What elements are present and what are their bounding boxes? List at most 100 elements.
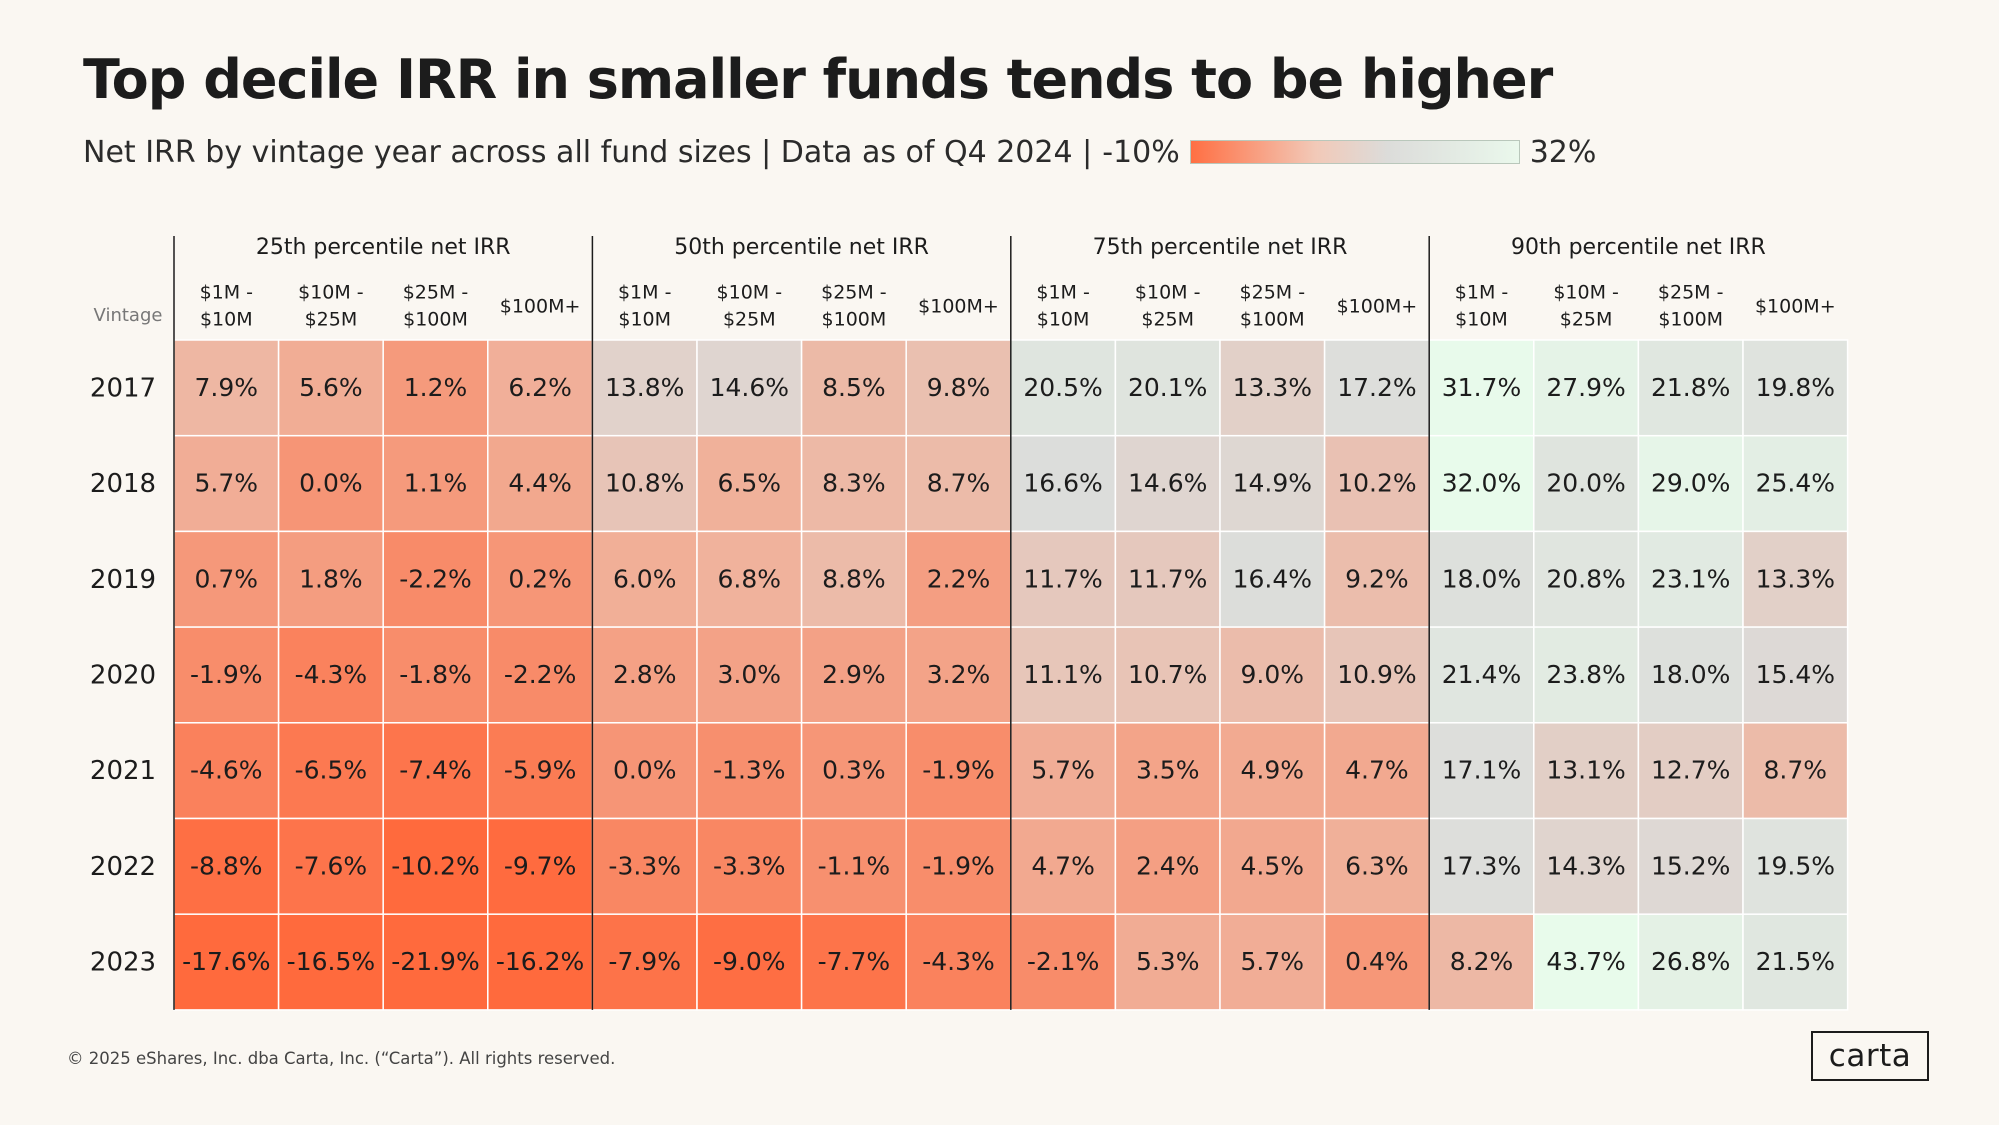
- column-header-4-1-line2: $10M: [1455, 309, 1508, 331]
- cell-value: 4.7%: [1345, 756, 1409, 785]
- cell-value: 17.1%: [1442, 756, 1521, 785]
- cell-value: 18.0%: [1651, 660, 1730, 689]
- cell-value: -9.0%: [713, 947, 786, 976]
- column-header-4-2-line2: $25M: [1560, 309, 1613, 331]
- cell-value: 31.7%: [1442, 373, 1521, 402]
- cell-value: 3.0%: [718, 660, 782, 689]
- column-header-4-4: $100M+: [1755, 296, 1836, 318]
- heatmap-cell: [591, 722, 698, 820]
- cell-value: 26.8%: [1651, 947, 1730, 976]
- heatmap-cell: [696, 722, 803, 820]
- cell-value: 1.1%: [404, 469, 468, 498]
- row-label-2021: 2021: [90, 756, 156, 786]
- heatmap-cell: [173, 722, 280, 820]
- cell-value: 13.3%: [1233, 373, 1312, 402]
- cell-value: 6.3%: [1345, 851, 1409, 880]
- cell-value: 32.0%: [1442, 469, 1521, 498]
- heatmap-cell: [1742, 626, 1849, 724]
- legend-max-label: 32%: [1529, 134, 1597, 170]
- column-header-1-2-line1: $10M -: [298, 282, 364, 304]
- row-label-2019: 2019: [90, 565, 156, 595]
- heatmap-cell: [1010, 434, 1117, 533]
- cell-value: 11.7%: [1128, 564, 1207, 593]
- row-header-label: Vintage: [94, 305, 163, 326]
- cell-value: 23.8%: [1546, 660, 1625, 689]
- heatmap-cell: [1323, 817, 1430, 915]
- column-header-3-2-line2: $25M: [1141, 309, 1194, 331]
- cell-value: 15.2%: [1651, 851, 1730, 880]
- cell-value: 2.9%: [822, 660, 886, 689]
- heatmap-cell: [1010, 530, 1117, 628]
- heatmap-cell: [277, 530, 384, 628]
- heatmap-cell: [1010, 722, 1117, 820]
- cell-value: -2.1%: [1027, 947, 1100, 976]
- heatmap-cell: [1742, 339, 1849, 437]
- column-header-3-1-line1: $1M -: [1036, 282, 1089, 304]
- column-header-4-3-line2: $100M: [1658, 309, 1723, 331]
- cell-value: 16.6%: [1023, 469, 1102, 498]
- heatmap-cell: [905, 434, 1012, 533]
- column-header-2-4: $100M+: [918, 296, 999, 318]
- heatmap-cell: [1533, 530, 1640, 628]
- row-label-2018: 2018: [90, 469, 156, 499]
- cell-value: 2.2%: [927, 564, 991, 593]
- cell-value: 43.7%: [1546, 947, 1625, 976]
- cell-value: 19.5%: [1756, 851, 1835, 880]
- cell-value: -6.5%: [295, 756, 368, 785]
- cell-value: 0.4%: [1345, 947, 1409, 976]
- column-header-4-2-line1: $10M -: [1553, 282, 1619, 304]
- cell-value: -4.6%: [190, 756, 263, 785]
- cell-value: -10.2%: [391, 851, 479, 880]
- cell-value: 27.9%: [1546, 373, 1625, 402]
- heatmap-cell: [1533, 817, 1640, 915]
- cell-value: 10.9%: [1337, 660, 1416, 689]
- column-header-2-2-line2: $25M: [723, 309, 776, 331]
- cell-value: 8.8%: [822, 564, 886, 593]
- cell-value: -3.3%: [608, 851, 681, 880]
- column-header-2-2-line1: $10M -: [717, 282, 783, 304]
- cell-value: -2.2%: [399, 564, 472, 593]
- cell-value: -1.9%: [190, 660, 263, 689]
- heatmap-cell: [1533, 626, 1640, 724]
- cell-value: 5.3%: [1136, 947, 1200, 976]
- column-header-3-2-line1: $10M -: [1135, 282, 1201, 304]
- heatmap-cell: [1742, 817, 1849, 915]
- cell-value: 9.2%: [1345, 564, 1409, 593]
- cell-value: 8.7%: [927, 469, 991, 498]
- column-header-1-3-line1: $25M -: [403, 282, 469, 304]
- heatmap-cell: [1114, 626, 1221, 724]
- heatmap-cell: [800, 530, 907, 628]
- heatmap-cell: [1323, 434, 1430, 533]
- column-header-1-4: $100M+: [500, 296, 581, 318]
- cell-value: 0.0%: [299, 469, 363, 498]
- cell-value: -7.9%: [608, 947, 681, 976]
- heatmap-cell: [800, 913, 907, 1011]
- cell-value: 3.2%: [927, 660, 991, 689]
- cell-value: -2.2%: [504, 660, 577, 689]
- heatmap-cell: [382, 817, 489, 915]
- heatmap-cell: [173, 530, 280, 628]
- cell-value: 18.0%: [1442, 564, 1521, 593]
- cell-value: 2.8%: [613, 660, 677, 689]
- heatmap-cell: [1533, 913, 1640, 1011]
- heatmap-cell: [591, 626, 698, 724]
- cell-value: -7.4%: [399, 756, 472, 785]
- cell-value: 0.7%: [195, 564, 259, 593]
- cell-value: 5.7%: [1031, 756, 1095, 785]
- heatmap-cell: [1010, 626, 1117, 724]
- cell-value: -1.8%: [399, 660, 472, 689]
- cell-value: -1.3%: [713, 756, 786, 785]
- cell-value: 11.1%: [1023, 660, 1102, 689]
- group-title-2: 50th percentile net IRR: [674, 235, 929, 260]
- heatmap-cell: [1114, 913, 1221, 1011]
- heatmap-cell: [800, 817, 907, 915]
- column-header-2-1-line1: $1M -: [618, 282, 671, 304]
- row-label-2023: 2023: [90, 948, 156, 978]
- heatmap-cell: [1742, 530, 1849, 628]
- cell-value: 13.1%: [1546, 756, 1625, 785]
- cell-value: -7.6%: [295, 851, 368, 880]
- cell-value: 1.2%: [404, 373, 468, 402]
- subtitle: Net IRR by vintage year across all fund …: [83, 134, 1093, 170]
- cell-value: 14.3%: [1546, 851, 1625, 880]
